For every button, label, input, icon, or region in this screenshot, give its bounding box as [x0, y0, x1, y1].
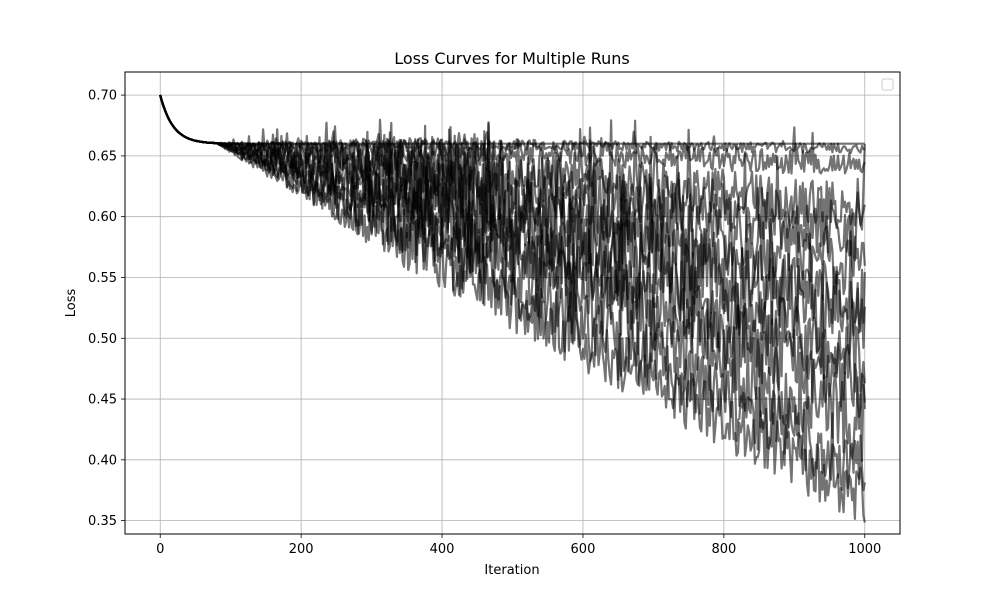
x-tick-label: 1000 — [848, 542, 881, 557]
x-axis-title: Iteration — [484, 563, 539, 578]
y-tick-label: 0.55 — [88, 271, 117, 286]
series-line-run-13 — [159, 94, 866, 523]
y-tick-label: 0.40 — [88, 453, 117, 468]
y-tick-label: 0.60 — [88, 210, 117, 225]
y-axis: 0.35 0.40 0.45 0.50 0.55 0.60 0.65 0.70 — [88, 89, 125, 529]
x-tick-label: 600 — [571, 542, 596, 557]
legend-box — [881, 78, 894, 91]
y-tick-label: 0.50 — [88, 332, 117, 347]
x-tick-label: 0 — [156, 542, 164, 557]
series-group — [159, 94, 866, 523]
y-tick-label: 0.70 — [88, 89, 117, 104]
y-axis-title: Loss — [64, 289, 79, 318]
y-tick-label: 0.35 — [88, 514, 117, 529]
y-tick-label: 0.45 — [88, 393, 117, 408]
x-tick-label: 800 — [711, 542, 736, 557]
x-tick-label: 400 — [430, 542, 455, 557]
chart-title: Loss Curves for Multiple Runs — [394, 49, 630, 68]
plot-frame — [124, 71, 901, 535]
x-tick-label: 200 — [289, 542, 314, 557]
series-line-run-1 — [159, 94, 865, 145]
x-axis: 0 200 400 600 800 1000 — [156, 534, 881, 557]
y-tick-label: 0.65 — [88, 149, 117, 164]
